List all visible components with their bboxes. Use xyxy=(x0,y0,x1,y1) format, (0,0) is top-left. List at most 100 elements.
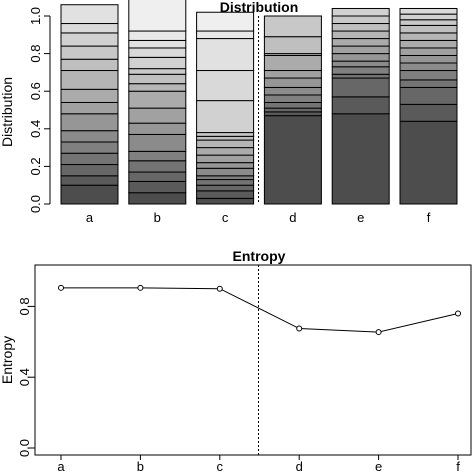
bar-segment xyxy=(128,150,187,162)
bar-segment xyxy=(399,70,458,81)
bar-segment xyxy=(263,94,322,103)
entropy-y-axis-label: Entropy xyxy=(0,336,15,384)
bar-segment xyxy=(60,164,119,177)
bar-segment xyxy=(128,160,187,173)
bar-segment xyxy=(399,62,458,72)
distribution-y-axis: 0.0 0.2 0.4 0.6 0.8 1.0 xyxy=(28,7,51,213)
entropy-point-b xyxy=(137,284,144,291)
entropy-point-d xyxy=(296,325,303,332)
bar-segment xyxy=(196,154,255,164)
bar-segment xyxy=(196,197,255,205)
distribution-title: Distribution xyxy=(220,0,299,15)
bar-segment xyxy=(399,86,458,105)
bar-segment xyxy=(128,56,187,70)
distribution-y-tick-label: 1.0 xyxy=(28,7,43,25)
entropy-x-axis: a b c d e f xyxy=(57,455,460,474)
bar-segment xyxy=(128,192,187,205)
distribution-panel: Distribution Distribution 0.00.20.40.60.… xyxy=(0,0,458,225)
bar-segment xyxy=(128,73,187,85)
bar-segment xyxy=(331,96,390,115)
bar-segment xyxy=(331,60,390,68)
bar-segment xyxy=(60,32,119,47)
bar-segment xyxy=(331,77,390,98)
bar-segment xyxy=(60,88,119,103)
bar-segment xyxy=(60,101,119,115)
bar-segment xyxy=(128,83,187,92)
bar-segment xyxy=(399,103,458,122)
bar-segment xyxy=(331,23,390,32)
bar-segment xyxy=(196,184,255,192)
bar-segment xyxy=(196,190,255,199)
distribution-x-tick-label: d xyxy=(289,210,296,225)
entropy-y-tick-label: 0.4 xyxy=(17,368,32,386)
distribution-y-tick-label: 0.4 xyxy=(28,120,43,138)
bar-segment xyxy=(60,152,119,166)
bar-segment xyxy=(60,130,119,143)
bar-segment xyxy=(128,107,187,124)
bar-segment xyxy=(128,47,187,58)
bar-a xyxy=(60,4,119,205)
distribution-y-tick-label: 0.0 xyxy=(28,195,43,213)
bar-segment xyxy=(60,113,119,132)
distribution-x-tick-label: f xyxy=(427,210,431,225)
distribution-x-tick-label: b xyxy=(154,210,161,225)
entropy-series-line xyxy=(61,287,459,333)
entropy-point-a xyxy=(58,284,64,291)
entropy-y-axis: 0.0 0.4 0.8 xyxy=(17,297,35,457)
entropy-point-c xyxy=(216,285,223,292)
distribution-y-tick-label: 0.8 xyxy=(28,45,43,63)
bar-segment xyxy=(399,13,458,21)
entropy-y-tick-label: 0.0 xyxy=(17,439,32,457)
bar-f xyxy=(399,7,458,205)
bar-segment xyxy=(399,47,458,56)
bar-segment xyxy=(399,24,458,34)
bar-segment xyxy=(331,7,390,17)
bar-segment xyxy=(331,53,390,62)
bar-segment xyxy=(196,30,255,40)
bar-segment xyxy=(128,90,187,109)
bar-segment xyxy=(128,68,187,75)
bar-segment xyxy=(399,7,458,15)
bar-segment xyxy=(128,171,187,182)
bar-segment xyxy=(196,167,255,177)
bar-segment xyxy=(331,15,390,25)
bar-segment xyxy=(60,70,119,90)
distribution-y-axis-label: Distribution xyxy=(0,77,15,147)
bar-c xyxy=(196,11,255,205)
distribution-x-tick-label: c xyxy=(222,210,229,225)
bar-segment xyxy=(60,45,119,60)
bar-segment xyxy=(263,54,322,72)
bar-d xyxy=(263,15,322,205)
bar-segment xyxy=(263,77,322,88)
bar-segment xyxy=(263,86,322,96)
bar-segment xyxy=(263,101,322,109)
bar-segment xyxy=(128,180,187,194)
bar-segment xyxy=(263,70,322,79)
bar-segment xyxy=(399,79,458,88)
distribution-bars xyxy=(60,0,458,205)
bar-segment xyxy=(196,132,255,137)
bar-segment xyxy=(60,58,119,72)
bar-segment xyxy=(128,30,187,41)
bar-segment xyxy=(196,100,255,134)
bar-segment xyxy=(263,111,322,117)
bar-segment xyxy=(399,32,458,41)
distribution-x-axis: a b c d e f xyxy=(86,210,431,225)
bar-segment xyxy=(128,0,187,32)
bar-segment xyxy=(196,11,255,32)
bar-segment xyxy=(331,38,390,47)
bar-segment xyxy=(331,30,390,40)
entropy-points xyxy=(58,284,461,336)
bar-segment xyxy=(331,73,390,79)
bar-segment xyxy=(60,184,119,205)
bar-segment xyxy=(331,113,390,205)
bar-segment xyxy=(60,4,119,25)
entropy-point-e xyxy=(375,329,382,336)
bar-segment xyxy=(399,120,458,205)
bar-segment xyxy=(263,107,322,113)
bar-segment xyxy=(196,135,255,141)
entropy-x-tick-label: a xyxy=(57,459,65,474)
entropy-x-tick-label: e xyxy=(375,459,382,474)
bar-segment xyxy=(263,36,322,55)
